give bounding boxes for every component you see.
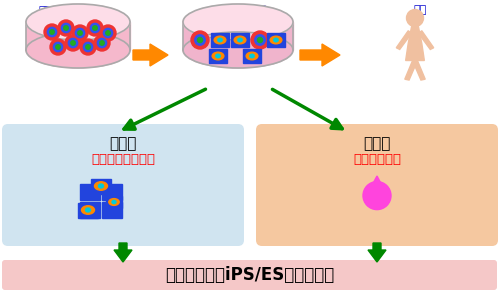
Circle shape — [65, 35, 81, 51]
Circle shape — [258, 37, 262, 43]
Ellipse shape — [26, 32, 130, 68]
Text: 本技術: 本技術 — [364, 136, 390, 151]
FancyBboxPatch shape — [243, 49, 261, 63]
Circle shape — [78, 31, 82, 35]
Ellipse shape — [270, 36, 282, 44]
FancyBboxPatch shape — [211, 33, 229, 47]
Circle shape — [64, 26, 68, 30]
Ellipse shape — [246, 52, 258, 60]
Text: 移植: 移植 — [414, 5, 426, 15]
Circle shape — [198, 37, 202, 43]
Ellipse shape — [26, 4, 130, 40]
Circle shape — [56, 45, 60, 49]
Ellipse shape — [82, 206, 94, 214]
Circle shape — [58, 20, 74, 36]
Ellipse shape — [112, 200, 116, 204]
FancyBboxPatch shape — [231, 33, 249, 47]
Circle shape — [72, 25, 88, 41]
Circle shape — [100, 41, 104, 45]
Polygon shape — [412, 59, 425, 80]
Ellipse shape — [94, 182, 108, 190]
FancyBboxPatch shape — [2, 124, 244, 246]
Polygon shape — [405, 59, 417, 80]
Text: 培養液を検査: 培養液を検査 — [353, 153, 401, 166]
Circle shape — [62, 23, 70, 33]
Text: 残存するヒトiPS/ES細胞を検出: 残存するヒトiPS/ES細胞を検出 — [166, 266, 334, 284]
Bar — [26, 22, 130, 50]
FancyBboxPatch shape — [80, 202, 100, 218]
Circle shape — [48, 27, 56, 37]
FancyBboxPatch shape — [102, 184, 122, 200]
Circle shape — [44, 24, 60, 40]
Circle shape — [195, 35, 205, 45]
FancyBboxPatch shape — [91, 179, 111, 193]
Circle shape — [406, 10, 424, 26]
Ellipse shape — [250, 54, 254, 58]
FancyBboxPatch shape — [102, 202, 122, 218]
Circle shape — [50, 30, 54, 34]
FancyBboxPatch shape — [78, 202, 98, 218]
Circle shape — [54, 42, 62, 52]
Circle shape — [68, 38, 78, 48]
Circle shape — [71, 41, 75, 45]
Text: 目的の細胞に分化: 目的の細胞に分化 — [214, 5, 266, 15]
Polygon shape — [300, 44, 340, 66]
FancyBboxPatch shape — [267, 33, 285, 47]
Circle shape — [76, 28, 84, 38]
Ellipse shape — [218, 38, 222, 42]
Polygon shape — [368, 243, 386, 262]
Ellipse shape — [212, 52, 224, 60]
Circle shape — [104, 28, 112, 38]
Bar — [183, 22, 293, 50]
Text: 従来法: 従来法 — [110, 136, 136, 151]
Circle shape — [93, 26, 97, 30]
Polygon shape — [406, 26, 424, 61]
Ellipse shape — [98, 184, 103, 188]
Circle shape — [87, 20, 103, 36]
Circle shape — [191, 31, 209, 49]
Circle shape — [98, 38, 106, 48]
Polygon shape — [133, 44, 168, 66]
Circle shape — [100, 25, 116, 41]
Circle shape — [255, 35, 265, 45]
Circle shape — [84, 42, 92, 52]
Text: 一部の細胞を検査: 一部の細胞を検査 — [91, 153, 155, 166]
Circle shape — [106, 31, 110, 35]
Ellipse shape — [183, 4, 293, 40]
Circle shape — [251, 31, 269, 49]
Polygon shape — [418, 31, 434, 50]
Circle shape — [94, 35, 110, 51]
FancyBboxPatch shape — [256, 124, 498, 246]
Ellipse shape — [214, 36, 226, 44]
FancyBboxPatch shape — [2, 260, 497, 290]
FancyBboxPatch shape — [106, 196, 122, 208]
Ellipse shape — [86, 208, 90, 212]
FancyBboxPatch shape — [80, 184, 100, 200]
Ellipse shape — [109, 199, 119, 205]
Circle shape — [80, 39, 96, 55]
Circle shape — [50, 39, 66, 55]
Ellipse shape — [234, 36, 246, 44]
Text: ヒトiPS/ES細胞: ヒトiPS/ES細胞 — [39, 5, 105, 15]
FancyBboxPatch shape — [209, 49, 227, 63]
Ellipse shape — [238, 38, 242, 42]
Ellipse shape — [274, 38, 278, 42]
Polygon shape — [366, 176, 388, 195]
Circle shape — [363, 182, 391, 210]
Circle shape — [90, 23, 100, 33]
Ellipse shape — [183, 32, 293, 68]
Circle shape — [86, 45, 90, 49]
Polygon shape — [114, 243, 132, 262]
Ellipse shape — [216, 54, 220, 58]
Polygon shape — [396, 31, 411, 50]
